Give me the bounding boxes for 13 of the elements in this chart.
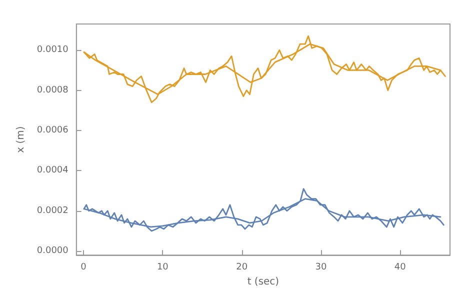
y-axis-title: x (m) <box>16 126 26 153</box>
x-tick-label: 30 <box>315 262 327 273</box>
y-tick-label: 0.0000 <box>36 246 69 256</box>
y-tick-label: 0.0008 <box>36 85 69 96</box>
x-tick-label: 20 <box>236 262 248 273</box>
y-tick-label: 0.0010 <box>36 45 69 56</box>
y-tick-label: 0.0006 <box>36 126 69 136</box>
x-tick-label: 40 <box>394 262 406 273</box>
x-axis-title: t (sec) <box>247 276 280 288</box>
x-tick-label: 0 <box>80 262 87 273</box>
y-tick-label: 0.0004 <box>36 166 69 176</box>
x-tick-label: 10 <box>156 262 169 273</box>
y-tick-label: 0.0002 <box>36 206 68 216</box>
